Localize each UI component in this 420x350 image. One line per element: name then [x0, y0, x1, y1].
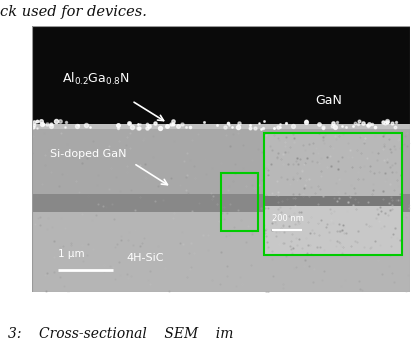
Bar — [264, 133, 402, 255]
Text: 3:    Cross-sectional    SEM    im: 3: Cross-sectional SEM im — [8, 327, 234, 341]
Text: 1 μm: 1 μm — [58, 249, 84, 259]
Bar — [264, 196, 402, 206]
Bar — [264, 133, 402, 196]
Text: 4H-SiC: 4H-SiC — [126, 253, 163, 262]
Text: Al$_{0.2}$Ga$_{0.8}$N: Al$_{0.2}$Ga$_{0.8}$N — [62, 71, 129, 88]
Text: ck used for devices.: ck used for devices. — [0, 5, 147, 19]
Text: 200 nm: 200 nm — [271, 214, 303, 223]
Text: Si-doped GaN: Si-doped GaN — [50, 149, 127, 159]
Bar — [32, 194, 410, 212]
Bar — [264, 133, 402, 255]
Bar — [32, 26, 410, 124]
Text: GaN: GaN — [315, 94, 342, 107]
Bar — [32, 124, 410, 129]
Bar — [264, 206, 402, 255]
Bar — [220, 173, 258, 231]
Bar — [32, 194, 410, 292]
